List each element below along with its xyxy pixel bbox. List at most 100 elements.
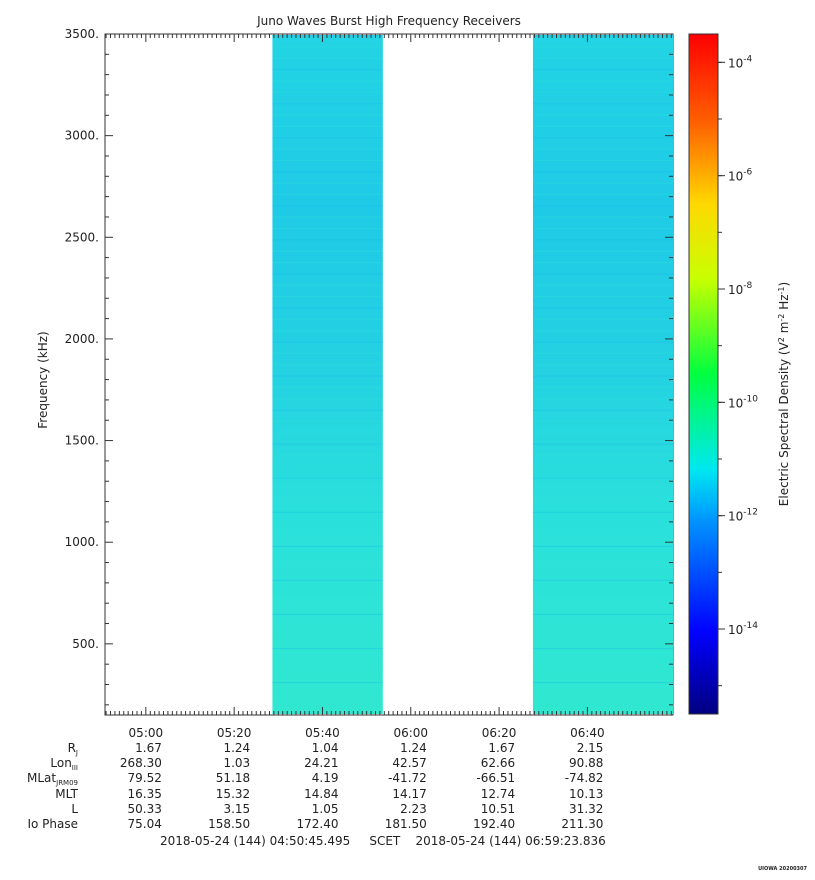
y-tick-label: 1000. <box>65 535 99 549</box>
block-texture-line <box>532 114 673 116</box>
block-texture-line <box>272 80 383 82</box>
block-texture-line <box>272 386 383 389</box>
x-tick-label: 06:00 <box>393 726 428 740</box>
x-tick-label: 05:00 <box>129 726 164 740</box>
ephemeris-value: 211.30 <box>561 817 604 831</box>
block-texture-line <box>272 307 383 309</box>
colorbar-tick-label: 10-8 <box>728 281 753 297</box>
colorbar-label: Electric Spectral Density (V2 m-2 Hz-1) <box>777 282 792 506</box>
block-texture-line <box>532 500 673 502</box>
block-texture-line <box>532 602 673 604</box>
block-texture-line <box>272 625 383 627</box>
block-texture-line <box>532 330 673 332</box>
block-texture-line <box>532 46 673 48</box>
block-texture-line <box>272 273 383 275</box>
block-texture-line <box>272 91 383 93</box>
block-texture-line <box>532 591 673 593</box>
block-texture-line <box>272 46 383 48</box>
ephemeris-value: 79.52 <box>127 771 162 786</box>
block-texture-line <box>532 568 673 570</box>
block-texture-line <box>272 57 383 59</box>
block-texture-line <box>272 454 383 457</box>
block-texture-line <box>272 500 383 502</box>
ephemeris-value: 2.23 <box>400 801 427 816</box>
ephemeris-value: 1.24 <box>223 741 251 755</box>
block-texture-line <box>532 647 673 650</box>
producer-stamp: UIOWA 20200307 <box>758 866 807 872</box>
ephemeris-row-label: RJ <box>67 741 78 757</box>
ephemeris-value: 1.24 <box>400 741 427 755</box>
block-texture-line <box>272 216 383 218</box>
ephemeris-row-label: L <box>71 801 78 816</box>
ephemeris-row-label: MLT <box>55 786 78 801</box>
colorbar-tick-label: 10-4 <box>728 54 753 70</box>
block-texture-line <box>272 318 383 320</box>
block-texture-line <box>532 659 673 661</box>
block-texture-line <box>532 284 673 286</box>
block-texture-line <box>272 205 383 207</box>
block-texture-line <box>272 114 383 116</box>
block-texture-line <box>272 171 383 173</box>
block-texture-line <box>532 534 673 536</box>
block-texture-line <box>272 69 383 71</box>
ephemeris-value: 16.35 <box>127 786 162 801</box>
block-texture-line <box>272 534 383 536</box>
block-texture-line <box>532 125 673 127</box>
block-texture-line <box>272 443 383 445</box>
ephemeris-value: 1.67 <box>135 741 162 755</box>
block-texture-line <box>272 284 383 286</box>
block-texture-line <box>532 296 673 298</box>
block-texture-line <box>272 398 383 400</box>
y-tick-label: 2000. <box>65 332 99 346</box>
ephemeris-value: 31.32 <box>569 801 604 816</box>
block-texture-line <box>272 545 383 547</box>
block-texture-line <box>532 171 673 173</box>
x-tick-label: 05:20 <box>217 726 252 740</box>
block-texture-line <box>272 239 383 241</box>
block-texture-line <box>532 352 673 354</box>
block-texture-line <box>532 386 673 389</box>
ephemeris-value: 90.88 <box>569 756 604 771</box>
block-texture-line <box>532 613 673 616</box>
block-texture-line <box>532 443 673 445</box>
block-texture-line <box>532 454 673 457</box>
ephemeris-value: 1.04 <box>311 741 339 755</box>
block-texture-line <box>272 511 383 513</box>
block-texture-line <box>532 420 673 423</box>
block-texture-line <box>532 148 673 150</box>
y-axis-label: Frequency (kHz) <box>36 331 50 428</box>
block-texture-line <box>532 579 673 581</box>
block-texture-line <box>272 420 383 423</box>
ephemeris-value: 50.33 <box>127 801 162 816</box>
block-texture-line <box>272 693 383 695</box>
block-texture-line <box>532 80 673 82</box>
y-tick-label: 1500. <box>65 434 99 448</box>
ephemeris-value: 2.15 <box>576 741 604 755</box>
block-texture-line <box>532 409 673 411</box>
block-texture-line <box>272 409 383 411</box>
block-texture-line <box>272 148 383 150</box>
block-texture-line <box>532 227 673 230</box>
chart-title: Juno Waves Burst High Frequency Receiver… <box>256 14 521 28</box>
ephemeris-value: 24.21 <box>304 756 339 771</box>
colorbar-tick-label: 10-12 <box>728 508 758 524</box>
y-tick-label: 500. <box>72 637 99 651</box>
ephemeris-value: 10.51 <box>480 801 516 816</box>
colorbar-tick-label: 10-6 <box>728 168 753 184</box>
block-texture-line <box>272 636 383 638</box>
block-texture-line <box>272 602 383 604</box>
ephemeris-value: 62.66 <box>480 756 516 771</box>
block-texture-line <box>532 307 673 309</box>
ephemeris-value: 14.84 <box>304 786 339 801</box>
y-tick-label: 2500. <box>65 230 99 244</box>
block-texture-line <box>272 489 383 491</box>
block-texture-line <box>272 659 383 661</box>
x-tick-label: 06:40 <box>570 726 605 740</box>
block-texture-line <box>272 432 383 434</box>
ephemeris-value: 12.74 <box>480 786 516 801</box>
block-texture-line <box>532 57 673 59</box>
block-texture-line <box>272 579 383 581</box>
block-texture-line <box>272 375 383 377</box>
ephemeris-value: 172.40 <box>296 817 339 831</box>
